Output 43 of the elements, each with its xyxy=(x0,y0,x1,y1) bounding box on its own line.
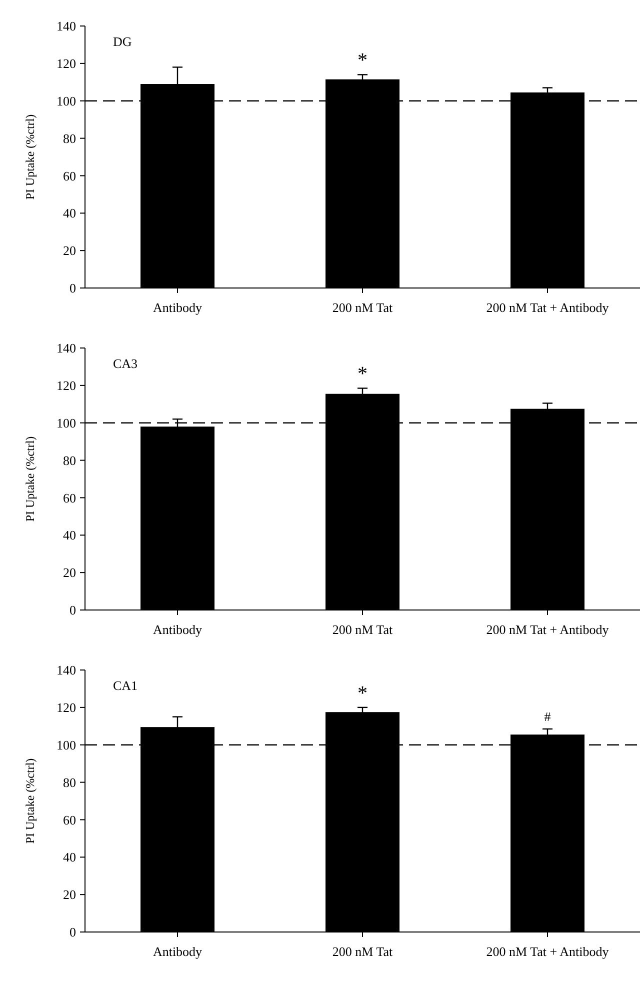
y-tick-label: 140 xyxy=(56,340,76,356)
y-axis-title: PI Uptake (%ctrl) xyxy=(23,114,37,200)
x-tick-label: 200 nM Tat xyxy=(332,300,393,315)
y-tick-label: 100 xyxy=(56,737,76,752)
y-tick-label: 40 xyxy=(63,850,76,865)
y-tick-label: 20 xyxy=(63,243,76,258)
annotation: * xyxy=(358,50,368,72)
y-tick-label: 140 xyxy=(56,662,76,678)
y-tick-label: 80 xyxy=(63,130,76,146)
annotation: # xyxy=(544,708,552,724)
y-axis-title: PI Uptake (%ctrl) xyxy=(23,436,37,522)
y-tick-label: 100 xyxy=(56,93,76,108)
y-tick-label: 0 xyxy=(70,924,76,940)
y-tick-label: 40 xyxy=(63,206,76,221)
y-tick-label: 100 xyxy=(56,415,76,430)
y-tick-label: 0 xyxy=(70,280,76,296)
annotation: * xyxy=(358,682,368,704)
y-tick-label: 140 xyxy=(56,18,76,34)
y-tick-label: 0 xyxy=(70,602,76,618)
x-tick-label: 200 nM Tat xyxy=(332,944,393,959)
annotation: * xyxy=(358,363,368,386)
text: CA1 xyxy=(113,678,138,693)
y-tick-label: 120 xyxy=(56,56,76,71)
y-tick-label: 60 xyxy=(63,490,76,506)
x-tick-label: Antibody xyxy=(152,300,203,315)
x-tick-label: 200 nM Tat + Antibody xyxy=(486,622,610,637)
x-tick-label: 200 nM Tat + Antibody xyxy=(486,944,610,959)
y-tick-label: 60 xyxy=(63,812,76,828)
x-tick-label: 200 nM Tat xyxy=(332,622,393,637)
text: DG xyxy=(113,34,132,49)
y-axis-title: PI Uptake (%ctrl) xyxy=(23,758,37,844)
y-tick-label: 120 xyxy=(56,378,76,393)
y-tick-label: 20 xyxy=(63,887,76,902)
y-tick-label: 40 xyxy=(63,528,76,543)
y-tick-label: 120 xyxy=(56,700,76,715)
y-tick-label: 20 xyxy=(63,565,76,580)
x-tick-label: 200 nM Tat + Antibody xyxy=(486,300,610,315)
y-tick-label: 80 xyxy=(63,452,76,468)
x-tick-label: Antibody xyxy=(152,622,203,637)
y-tick-label: 60 xyxy=(63,168,76,184)
text: CA3 xyxy=(113,356,138,371)
x-tick-label: Antibody xyxy=(152,944,203,959)
y-tick-label: 80 xyxy=(63,774,76,790)
